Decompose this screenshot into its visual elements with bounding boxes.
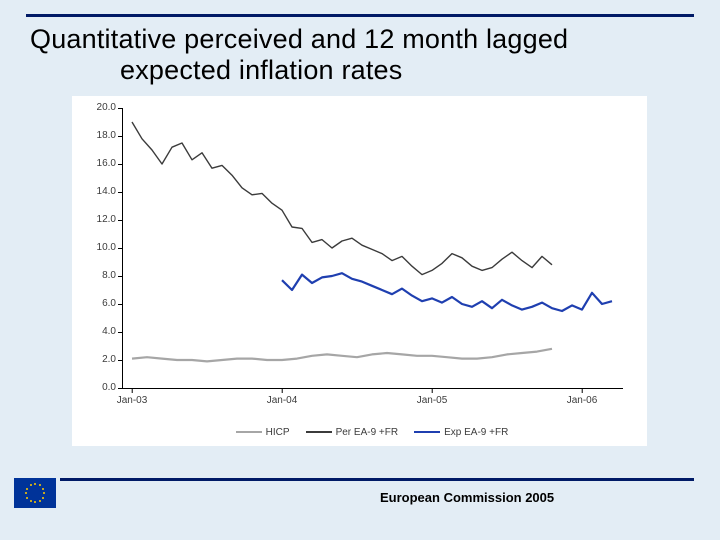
eu-star — [42, 488, 44, 490]
legend-label: Per EA-9 +FR — [336, 427, 399, 438]
bottom-rule — [60, 478, 694, 481]
chart-container: 0.0 2.0 4.0 6.0 8.0 10.0 12.0 14.0 16.0 18.0 20.0 J… — [72, 96, 647, 446]
legend-label: Exp EA-9 +FR — [444, 427, 508, 438]
eu-star — [39, 500, 41, 502]
title-line-1: Quantitative perceived and 12 month lagg… — [30, 24, 568, 54]
x-tick: Jan-03 — [117, 395, 148, 406]
legend: HICP Per EA-9 +FR Exp EA-9 +FR — [122, 427, 622, 438]
legend-swatch — [236, 431, 262, 433]
eu-flag-stars — [24, 482, 46, 504]
y-tick: 0.0 — [84, 382, 116, 393]
legend-item: Exp EA-9 +FR — [414, 427, 508, 438]
x-tick: Jan-04 — [267, 395, 298, 406]
legend-item: Per EA-9 +FR — [306, 427, 399, 438]
footer-text: European Commission 2005 — [380, 490, 554, 505]
top-rule — [26, 14, 694, 17]
eu-star — [42, 497, 44, 499]
title-line-2: expected inflation rates — [30, 55, 402, 85]
legend-label: HICP — [266, 427, 290, 438]
eu-star — [34, 501, 36, 503]
y-tick: 10.0 — [84, 242, 116, 253]
y-tick: 6.0 — [84, 298, 116, 309]
y-tick: 2.0 — [84, 354, 116, 365]
plot-area: 0.02.04.06.08.010.012.014.016.018.020.0J… — [122, 108, 622, 388]
x-tick: Jan-05 — [417, 395, 448, 406]
eu-star — [26, 488, 28, 490]
slide: { "title_line1": "Quantitative perceived… — [0, 0, 720, 540]
y-tick: 12.0 — [84, 214, 116, 225]
eu-flag — [14, 478, 56, 508]
y-tick: 14.0 — [84, 186, 116, 197]
eu-star — [39, 484, 41, 486]
y-tick: 20.0 — [84, 102, 116, 113]
y-tick: 4.0 — [84, 326, 116, 337]
eu-star — [26, 497, 28, 499]
legend-swatch — [306, 431, 332, 433]
eu-star — [43, 492, 45, 494]
y-tick: 8.0 — [84, 270, 116, 281]
x-tick: Jan-06 — [567, 395, 598, 406]
eu-star — [30, 484, 32, 486]
series-Per EA-9 +FR — [132, 122, 552, 275]
y-tick: 16.0 — [84, 158, 116, 169]
eu-star — [34, 483, 36, 485]
eu-star — [30, 500, 32, 502]
chart-lines — [122, 108, 622, 388]
legend-item: HICP — [236, 427, 290, 438]
slide-title: Quantitative perceived and 12 month lagg… — [30, 24, 690, 86]
series-HICP — [132, 349, 552, 362]
series-Exp EA-9 +FR — [282, 273, 612, 311]
eu-star — [25, 492, 27, 494]
y-tick: 18.0 — [84, 130, 116, 141]
legend-swatch — [414, 431, 440, 433]
